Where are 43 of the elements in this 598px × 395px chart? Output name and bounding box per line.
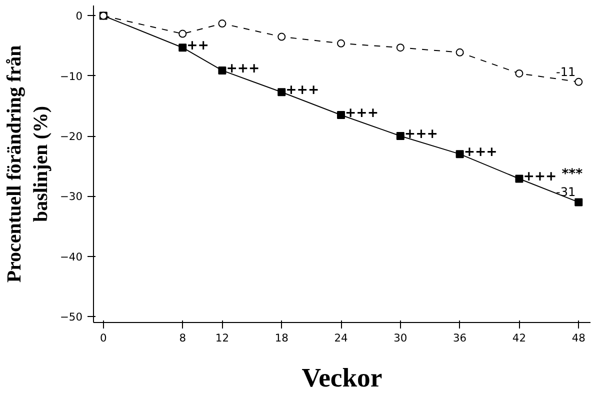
annotation: ***	[562, 167, 583, 182]
y-tick-label: −20	[60, 130, 83, 144]
y-tick-label: 0	[76, 10, 83, 23]
x-tick-label: 36	[453, 332, 467, 344]
x-axis-title: Veckor	[302, 362, 382, 392]
x-tick-label: 42	[512, 332, 526, 344]
point	[396, 132, 404, 140]
point	[456, 48, 464, 56]
point	[515, 69, 524, 78]
point	[278, 88, 286, 96]
y-tick-label: −50	[60, 310, 83, 324]
y-axis-title: Procentuell förändring från baslinjen (%)	[4, 45, 52, 283]
annotation: +++	[286, 83, 320, 98]
point	[218, 66, 226, 74]
point	[178, 44, 187, 52]
y-tick-label: −40	[60, 250, 83, 264]
x-tick-label: 0	[100, 332, 108, 344]
x-tick-label: 18	[274, 332, 289, 344]
data-label: -31	[556, 185, 576, 200]
point	[456, 150, 464, 158]
annotation: +++	[226, 61, 260, 76]
point	[337, 39, 346, 48]
y-tick-label: −30	[60, 190, 83, 204]
point	[218, 20, 226, 28]
point	[574, 198, 583, 206]
point	[278, 32, 286, 41]
x-tick-label: 12	[215, 332, 229, 344]
data-label: -11	[556, 64, 576, 79]
annotation: +++	[404, 127, 438, 142]
y-tick-label: −10	[60, 70, 83, 83]
point	[574, 78, 583, 86]
x-tick-label: 48	[572, 332, 586, 344]
point	[396, 44, 404, 52]
annotation: +++	[523, 170, 557, 185]
annotation: +++	[464, 145, 498, 160]
point	[515, 174, 524, 183]
x-tick-label: 30	[394, 332, 408, 344]
annotation: +++	[345, 106, 379, 121]
point	[178, 30, 187, 38]
x-tick-label: 24	[334, 332, 348, 344]
x-tick-label: 8	[179, 332, 186, 344]
point	[337, 110, 346, 119]
annotation: ++	[186, 38, 209, 54]
